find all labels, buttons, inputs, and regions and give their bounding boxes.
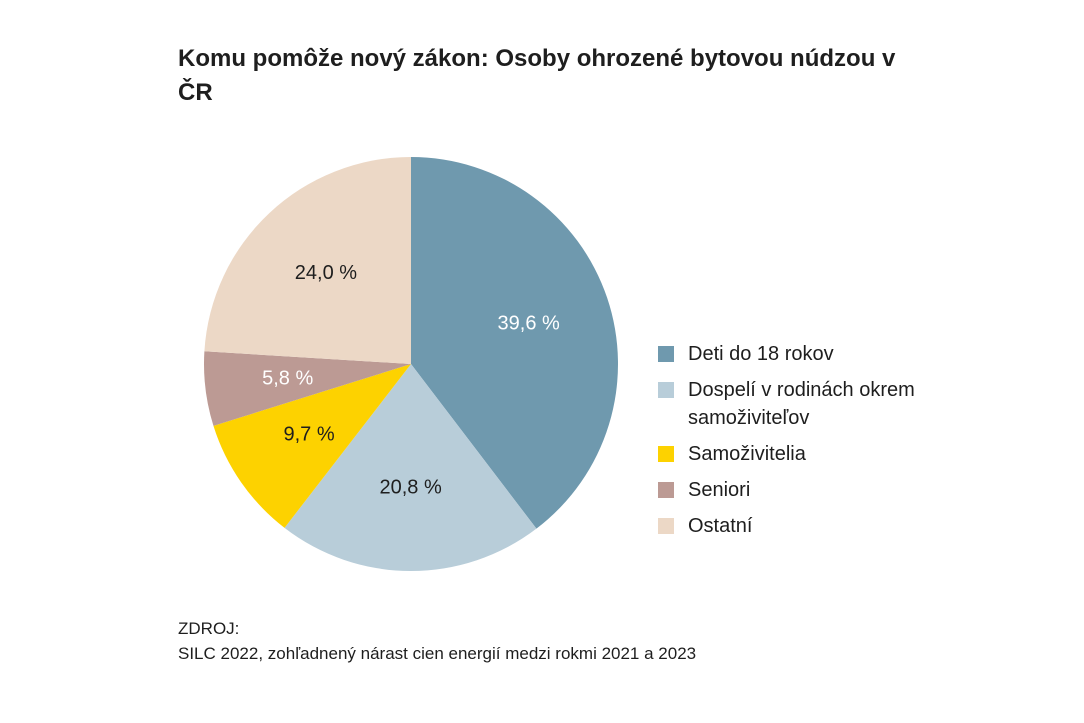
legend-swatch xyxy=(658,482,674,498)
legend-label: Seniori xyxy=(688,479,751,501)
legend-label: Ostatní xyxy=(688,515,753,537)
pie-labels: 39,6 % 20,8 % 9,7 % 5,8 % 24,0 % xyxy=(262,262,560,499)
legend-swatch xyxy=(658,446,674,462)
pie-slice-ostatni xyxy=(204,157,411,364)
source-heading: ZDROJ: xyxy=(178,619,240,638)
source-text: SILC 2022, zohľadnený nárast cien energi… xyxy=(178,644,697,663)
legend-item-samozivitelia: Samoživitelia xyxy=(658,440,938,468)
legend-label: Samoživitelia xyxy=(688,443,806,465)
legend-swatch xyxy=(658,518,674,534)
slice-label-deti: 39,6 % xyxy=(498,313,560,335)
legend-item-dospeli: Dospelí v rodinách okrem samoživiteľov xyxy=(658,376,938,432)
pie-slice-seniori xyxy=(204,351,411,426)
slice-label-dospeli: 20,8 % xyxy=(379,476,441,498)
legend-item-seniori: Seniori xyxy=(658,476,938,504)
source-note: ZDROJ: SILC 2022, zohľadnený nárast cien… xyxy=(178,616,696,666)
slice-label-seniori: 5,8 % xyxy=(262,367,313,389)
chart-title: Komu pomôže nový zákon: Osoby ohrozené b… xyxy=(178,45,896,106)
pie-slice-deti xyxy=(411,157,618,529)
pie-slice-dospeli xyxy=(284,364,537,572)
legend: Deti do 18 rokov Dospelí v rodinách okre… xyxy=(658,340,938,548)
pie-slice-samozivitelia xyxy=(213,364,411,528)
legend-swatch xyxy=(658,382,674,398)
legend-item-deti: Deti do 18 rokov xyxy=(658,340,938,368)
legend-label: Deti do 18 rokov xyxy=(688,343,834,365)
legend-item-ostatni: Ostatní xyxy=(658,512,938,540)
legend-swatch xyxy=(658,346,674,362)
pie-slices xyxy=(204,157,618,572)
legend-label: Dospelí v rodinách okrem samoživiteľov xyxy=(688,379,915,429)
slice-label-ostatni: 24,0 % xyxy=(295,262,357,284)
slice-label-samozivitelia: 9,7 % xyxy=(284,423,335,445)
